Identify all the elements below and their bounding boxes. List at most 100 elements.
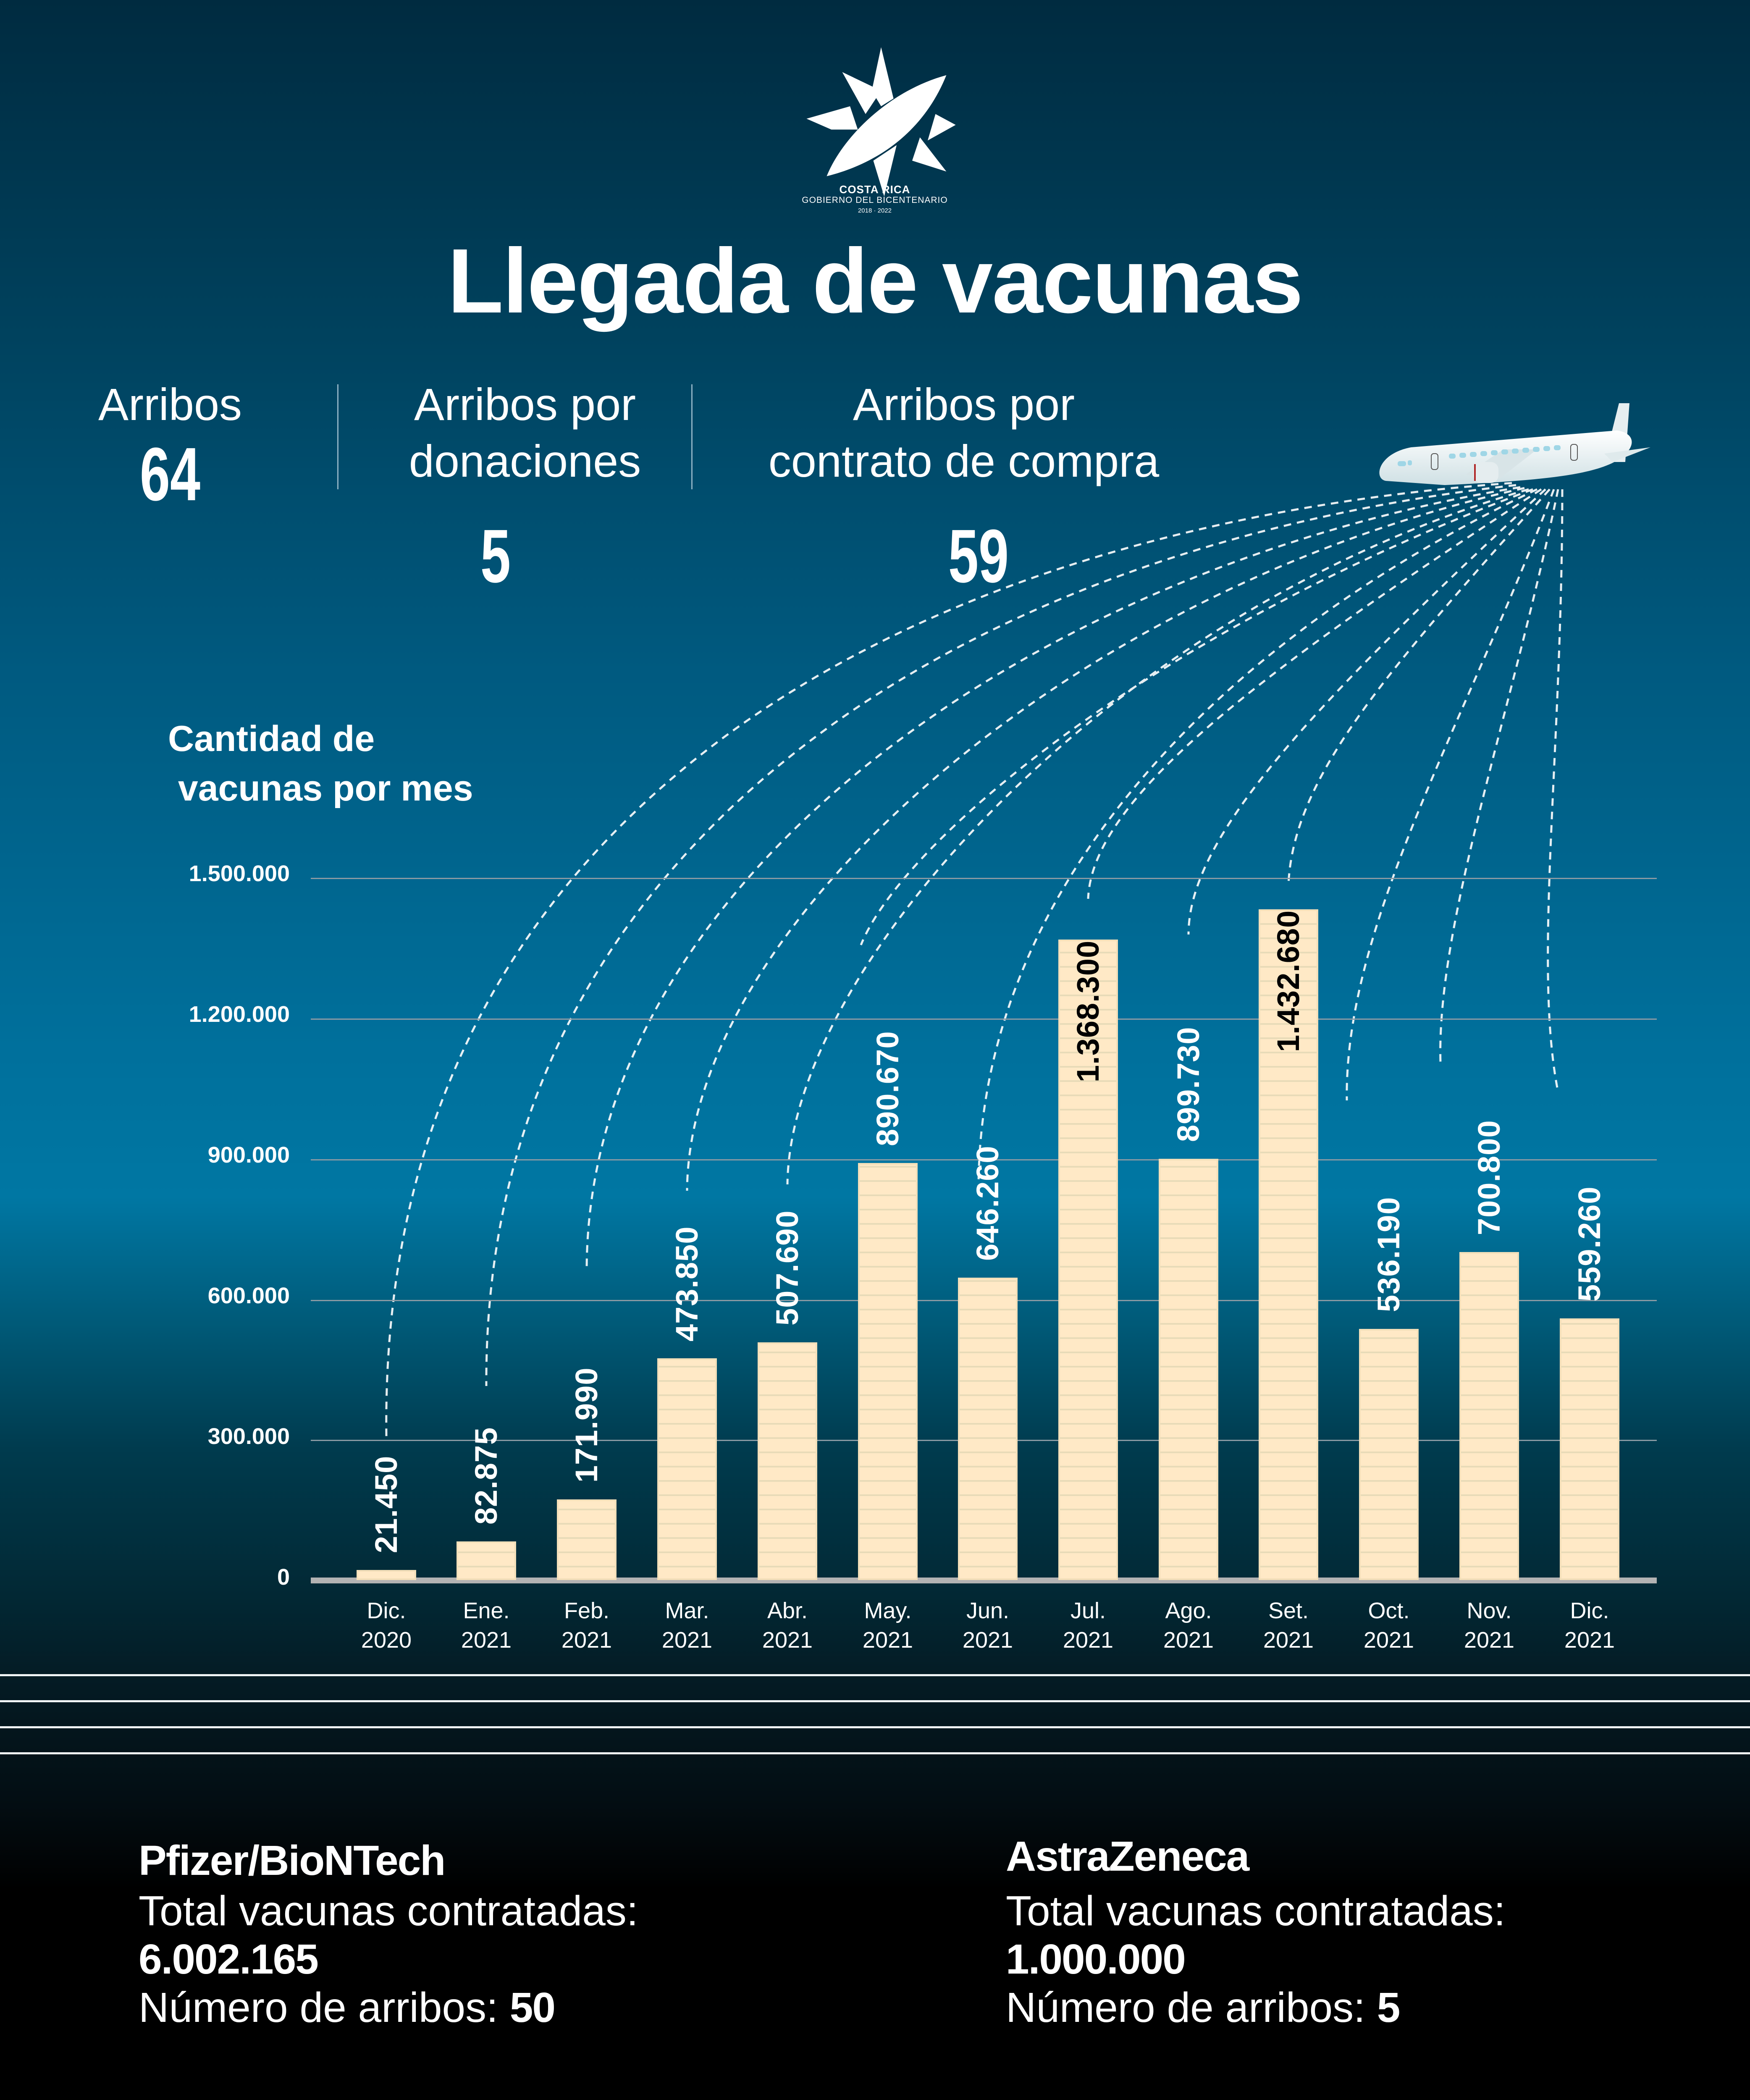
pfizer-arrivals-label: Número de arribos: bbox=[139, 1984, 498, 2031]
x-axis-year: 2020 bbox=[361, 1628, 412, 1653]
separator-line bbox=[0, 1674, 1750, 1676]
bar-value-label: 700.800 bbox=[1472, 1120, 1506, 1235]
bar-value-label: 507.690 bbox=[770, 1210, 805, 1326]
bar bbox=[958, 1277, 1018, 1580]
x-axis-baseline bbox=[311, 1578, 1657, 1583]
bar bbox=[758, 1342, 817, 1580]
stat-label-line: donaciones bbox=[409, 436, 641, 486]
x-axis-month: Set. bbox=[1268, 1598, 1309, 1623]
bar bbox=[357, 1570, 416, 1580]
logo-government: GOBIERNO DEL BICENTENARIO bbox=[802, 195, 948, 205]
costa-rica-star-logo-icon bbox=[806, 47, 956, 197]
bar bbox=[657, 1358, 717, 1580]
x-axis-label: Dic. 2020 bbox=[336, 1596, 437, 1655]
pfizer-summary: Pfizer/BioNTech Total vacunas contratada… bbox=[139, 1835, 638, 2033]
bar bbox=[1259, 909, 1318, 1580]
stat-donation-arrivals-value: 5 bbox=[480, 514, 511, 598]
airplane-icon bbox=[1379, 403, 1650, 485]
bar bbox=[557, 1499, 617, 1580]
pfizer-arrivals: Número de arribos: 50 bbox=[139, 1982, 638, 2033]
bar-value-label: 559.260 bbox=[1572, 1186, 1607, 1302]
astrazeneca-summary: AstraZeneca Total vacunas contratadas: 1… bbox=[1006, 1831, 1506, 2033]
gridline bbox=[311, 1018, 1657, 1020]
stat-divider bbox=[337, 384, 338, 489]
stat-donation-arrivals-label: Arribos por donaciones bbox=[353, 376, 697, 489]
x-axis-year: 2021 bbox=[1564, 1628, 1615, 1653]
astrazeneca-arrivals: Número de arribos: 5 bbox=[1006, 1982, 1506, 2033]
bar-value-label: 21.450 bbox=[369, 1455, 404, 1554]
stat-label-line: Arribos por bbox=[414, 379, 636, 430]
x-axis-month: Jul. bbox=[1070, 1598, 1106, 1623]
x-axis-year: 2021 bbox=[962, 1628, 1013, 1653]
bar bbox=[1058, 939, 1118, 1580]
gridline bbox=[311, 1159, 1657, 1160]
logo-country: COSTA RICA bbox=[839, 183, 910, 196]
x-axis-label: Ene. 2021 bbox=[436, 1596, 537, 1655]
pfizer-arrivals-value: 50 bbox=[509, 1984, 556, 2031]
x-axis-month: Jun. bbox=[966, 1598, 1010, 1623]
x-axis-label: Jun. 2021 bbox=[937, 1596, 1038, 1655]
x-axis-year: 2021 bbox=[1363, 1628, 1414, 1653]
bar bbox=[858, 1163, 918, 1580]
x-axis-month: Mar. bbox=[665, 1598, 709, 1623]
x-axis-year: 2021 bbox=[661, 1628, 713, 1653]
stat-label-line: contrato de compra bbox=[768, 436, 1160, 486]
stat-total-arrivals-label: Arribos bbox=[84, 376, 256, 433]
bar-value-label: 1.368.300 bbox=[1070, 940, 1105, 1082]
bar-value-label: 646.260 bbox=[970, 1145, 1005, 1261]
bar bbox=[1159, 1159, 1218, 1580]
x-axis-month: Nov. bbox=[1467, 1598, 1512, 1623]
bar bbox=[1459, 1252, 1519, 1580]
pfizer-brand: Pfizer/BioNTech bbox=[139, 1837, 446, 1884]
x-axis-year: 2021 bbox=[1063, 1628, 1114, 1653]
bar-value-label: 536.190 bbox=[1371, 1197, 1406, 1312]
x-axis-year: 2021 bbox=[1464, 1628, 1515, 1653]
x-axis-month: May. bbox=[864, 1598, 912, 1623]
stat-purchase-arrivals-label: Arribos por contrato de compra bbox=[727, 376, 1201, 489]
x-axis-year: 2021 bbox=[1163, 1628, 1214, 1653]
y-tick-label: 300.000 bbox=[207, 1424, 290, 1449]
astrazeneca-arrivals-value: 5 bbox=[1377, 1984, 1401, 2031]
x-axis-label: Dic. 2021 bbox=[1539, 1596, 1640, 1655]
bar-value-label: 473.850 bbox=[669, 1226, 704, 1341]
chart-title-line: Cantidad de bbox=[168, 719, 375, 759]
y-tick-label: 600.000 bbox=[207, 1283, 290, 1308]
separator-line bbox=[0, 1726, 1750, 1728]
page-title: Llegada de vacunas bbox=[447, 230, 1304, 332]
x-axis-month: Abr. bbox=[767, 1598, 808, 1623]
x-axis-label: May. 2021 bbox=[837, 1596, 938, 1655]
y-tick-label: 1.200.000 bbox=[189, 1002, 290, 1027]
x-axis-year: 2021 bbox=[461, 1628, 512, 1653]
stat-purchase-arrivals-value: 59 bbox=[948, 514, 1009, 598]
x-axis-label: Jul. 2021 bbox=[1038, 1596, 1139, 1655]
x-axis-month: Oct. bbox=[1368, 1598, 1410, 1623]
y-tick-label: 1.500.000 bbox=[189, 861, 290, 886]
stat-label-line: Arribos por bbox=[853, 379, 1075, 430]
x-axis-label: Oct. 2021 bbox=[1338, 1596, 1439, 1655]
bar bbox=[457, 1541, 516, 1580]
bar-value-label: 890.670 bbox=[870, 1031, 905, 1147]
astrazeneca-arrivals-label: Número de arribos: bbox=[1006, 1984, 1365, 2031]
x-axis-month: Dic. bbox=[367, 1598, 406, 1623]
chart-title: Cantidad de vacunas por mes bbox=[168, 714, 473, 813]
stat-divider bbox=[691, 384, 693, 489]
chart-title-line: vacunas por mes bbox=[168, 768, 473, 808]
x-axis-label: Abr. 2021 bbox=[737, 1596, 838, 1655]
bar-value-label: 82.875 bbox=[469, 1427, 504, 1525]
stat-total-arrivals-value: 64 bbox=[139, 432, 201, 517]
pfizer-total-value: 6.002.165 bbox=[139, 1936, 319, 1983]
x-axis-year: 2021 bbox=[762, 1628, 813, 1653]
separator-line bbox=[0, 1752, 1750, 1754]
bar-value-label: 1.432.680 bbox=[1271, 910, 1306, 1053]
bar bbox=[1560, 1318, 1619, 1580]
x-axis-label: Feb. 2021 bbox=[536, 1596, 637, 1655]
stat-label-line: Arribos bbox=[98, 379, 242, 430]
x-axis-year: 2021 bbox=[1263, 1628, 1314, 1653]
x-axis-month: Ago. bbox=[1165, 1598, 1212, 1623]
astrazeneca-total-label: Total vacunas contratadas: bbox=[1006, 1887, 1506, 1935]
astrazeneca-brand: AstraZeneca bbox=[1006, 1833, 1249, 1880]
bar bbox=[1359, 1329, 1419, 1580]
x-axis-month: Feb. bbox=[564, 1598, 610, 1623]
x-axis-year: 2021 bbox=[561, 1628, 612, 1653]
pfizer-total-label: Total vacunas contratadas: bbox=[139, 1887, 638, 1935]
